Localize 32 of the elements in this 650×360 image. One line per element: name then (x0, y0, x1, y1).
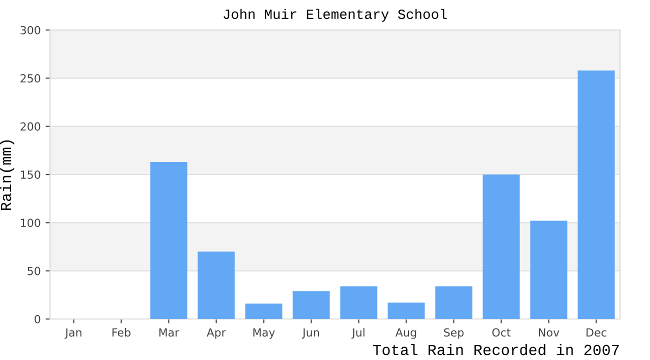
bar (150, 162, 188, 319)
x-tick-label: Mar (159, 328, 180, 337)
bar (245, 304, 282, 319)
y-tick-label: 0 (34, 314, 40, 324)
y-axis-title: Rain(mm) (0, 140, 14, 210)
x-tick-label: Nov (538, 328, 560, 337)
x-tick-label: Dec (586, 328, 606, 337)
bar (578, 70, 615, 319)
bar (482, 174, 520, 319)
y-tick-label: 300 (20, 26, 40, 34)
x-axis-title: Total Rain Recorded in 2007 (373, 344, 619, 356)
y-tick-label: 150 (20, 170, 40, 179)
x-tick-label: Sep (444, 328, 464, 339)
x-tick-label: Feb (112, 328, 130, 337)
bar (340, 286, 378, 319)
bar (530, 220, 568, 319)
y-tick-label: 50 (28, 266, 40, 276)
y-tick-label: 100 (20, 218, 40, 228)
x-tick-label: Apr (206, 328, 226, 339)
x-tick-label: Jun (302, 328, 319, 339)
x-tick-label: Jan (64, 328, 82, 339)
x-tick-label: May (253, 328, 275, 339)
bar (292, 291, 330, 319)
bar (435, 286, 472, 319)
bar (388, 302, 425, 319)
chart-title: John Muir Elementary School (224, 8, 447, 22)
y-tick-label: 200 (20, 122, 40, 131)
x-tick-label: Aug (395, 328, 416, 339)
x-tick-label: Oct (492, 328, 511, 337)
x-tick-label: Jul (351, 328, 364, 339)
y-tick-label: 250 (20, 74, 40, 83)
bar (198, 252, 235, 319)
